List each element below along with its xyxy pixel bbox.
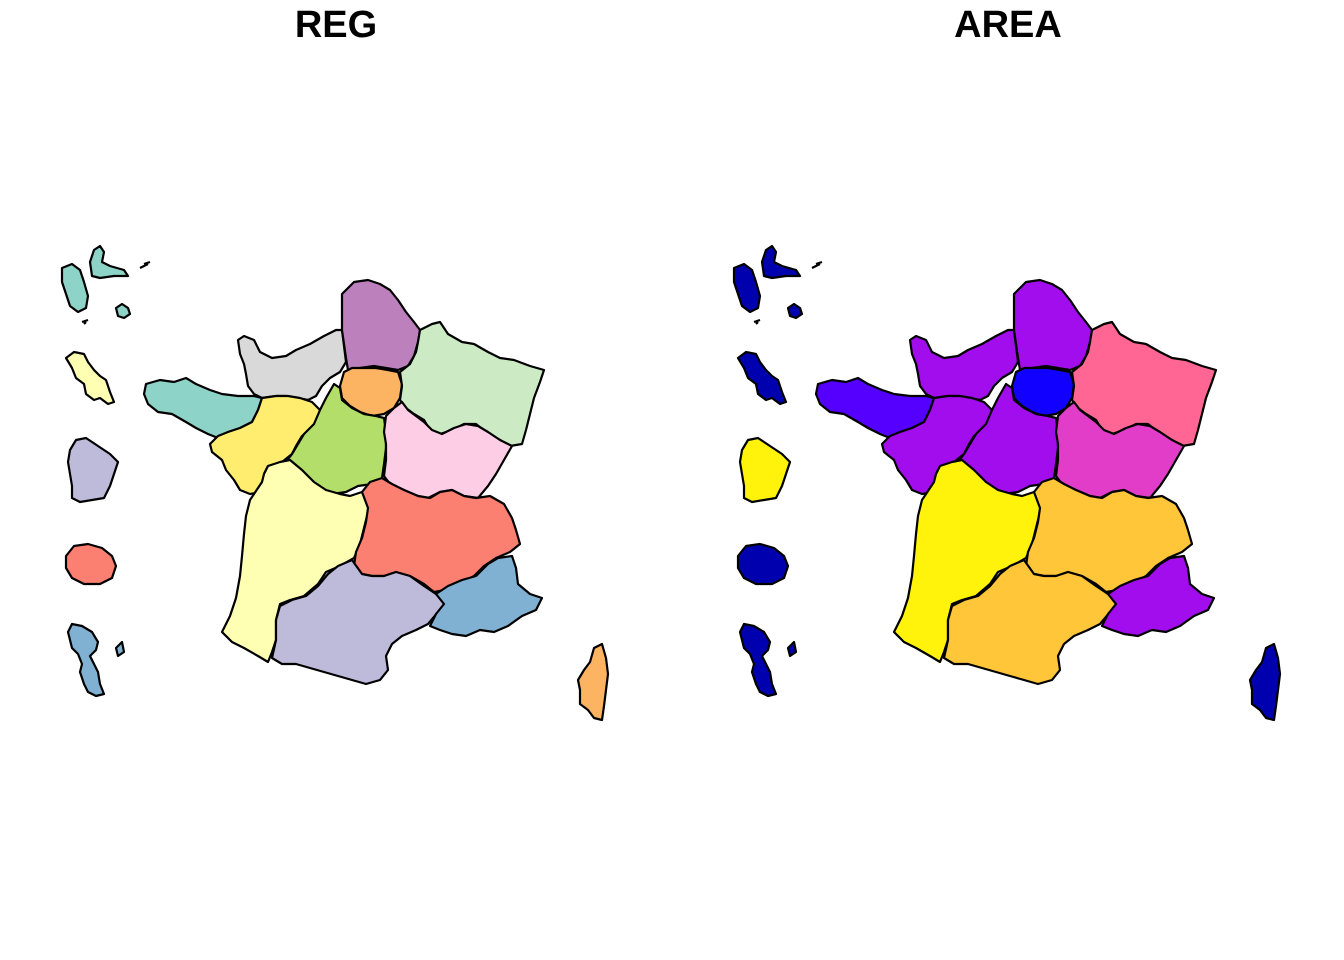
region-guyane [66, 436, 120, 504]
islet-1 [139, 263, 149, 269]
area-map-panel: AREA [672, 0, 1344, 960]
region-corse [1248, 642, 1282, 722]
region-provence-alpes-cote-azur [428, 554, 544, 638]
region-mayotte-part-2 [114, 640, 126, 658]
islet-1 [811, 263, 821, 269]
region-guadeloupe-part-2 [760, 244, 802, 280]
islet-4 [83, 321, 87, 325]
region-martinique [736, 350, 788, 406]
islet-2 [815, 260, 823, 266]
reg-map-title: REG [294, 4, 378, 46]
region-guadeloupe-part-3 [786, 302, 804, 320]
region-mayotte-part-2 [786, 640, 798, 658]
region-hauts-de-france [340, 278, 422, 372]
islet-2 [143, 260, 151, 266]
region-normandie [908, 328, 1020, 402]
region-martinique [64, 350, 116, 406]
region-corse [576, 642, 610, 722]
region-provence-alpes-cote-azur [1100, 554, 1216, 638]
region-reunion [736, 542, 790, 586]
region-mayotte-part-1 [66, 622, 106, 698]
region-guadeloupe-part-3 [114, 302, 132, 320]
region-guadeloupe-part-1 [732, 262, 762, 314]
region-mayotte-part-1 [738, 622, 778, 698]
reg-map-panel: REG [60, 4, 610, 722]
region-normandie [236, 328, 348, 402]
region-guadeloupe-part-2 [88, 244, 130, 280]
area-map [732, 244, 1282, 722]
islet-3 [753, 318, 761, 324]
reg-map [60, 244, 610, 722]
region-guadeloupe-part-1 [60, 262, 90, 314]
region-guyane [738, 436, 792, 504]
islet-4 [755, 321, 759, 325]
region-reunion [64, 542, 118, 586]
region-hauts-de-france [1012, 278, 1094, 372]
islet-3 [81, 318, 89, 324]
area-map-title: AREA [954, 4, 1062, 46]
